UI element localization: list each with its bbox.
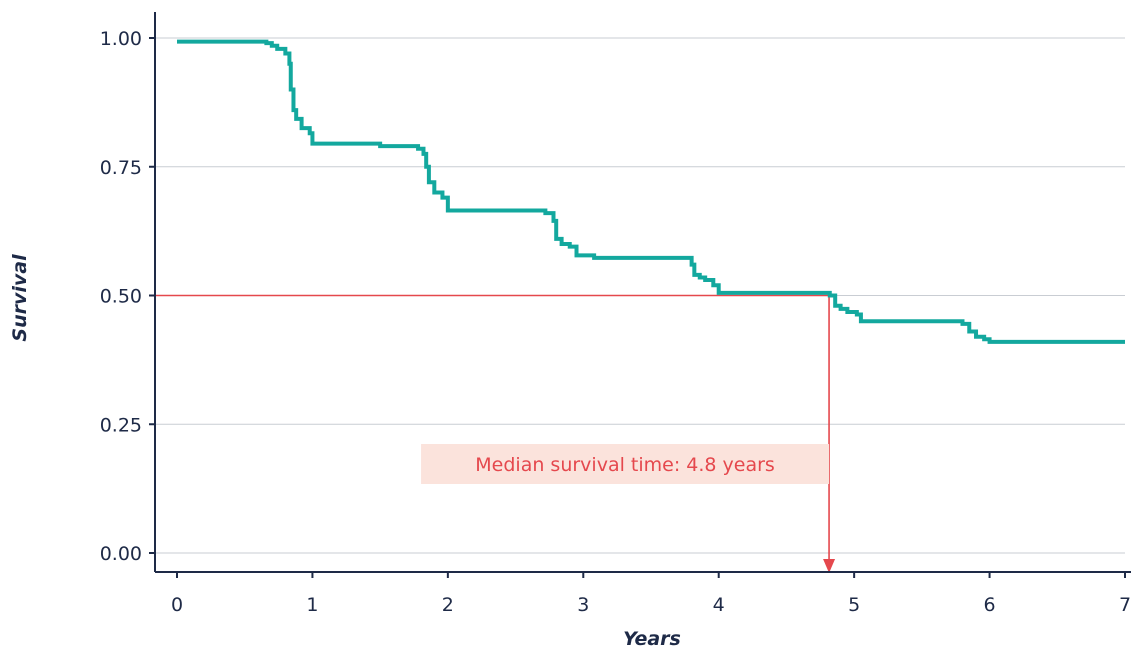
x-tick-label: 4 bbox=[713, 594, 725, 616]
x-tick-label: 7 bbox=[1119, 594, 1131, 616]
median-annotation: Median survival time: 4.8 years bbox=[155, 294, 836, 573]
axes: 0.00 0.25 0.50 0.75 1.00 0 1 2 3 4 5 6 7 bbox=[100, 12, 1131, 616]
survival-curve bbox=[177, 39, 1125, 344]
x-tick-label: 6 bbox=[984, 594, 996, 616]
y-tick-label: 0.75 bbox=[100, 157, 142, 179]
x-tick-label: 0 bbox=[171, 594, 183, 616]
y-tick-label: 0.25 bbox=[100, 414, 142, 436]
x-tick-label: 5 bbox=[848, 594, 860, 616]
median-arrowhead bbox=[823, 559, 836, 573]
x-axis-title: Years bbox=[623, 628, 681, 650]
y-tick-label: 1.00 bbox=[100, 28, 142, 50]
x-tick-label: 3 bbox=[577, 594, 589, 616]
median-label: Median survival time: 4.8 years bbox=[475, 454, 775, 476]
y-axis-title: Survival bbox=[9, 254, 31, 342]
y-tick-label: 0.50 bbox=[100, 286, 142, 308]
x-tick-label: 2 bbox=[442, 594, 454, 616]
x-tick-label: 1 bbox=[306, 594, 318, 616]
series-layer bbox=[177, 39, 1125, 344]
y-tick-label: 0.00 bbox=[100, 543, 142, 565]
median-label-background bbox=[421, 444, 830, 484]
